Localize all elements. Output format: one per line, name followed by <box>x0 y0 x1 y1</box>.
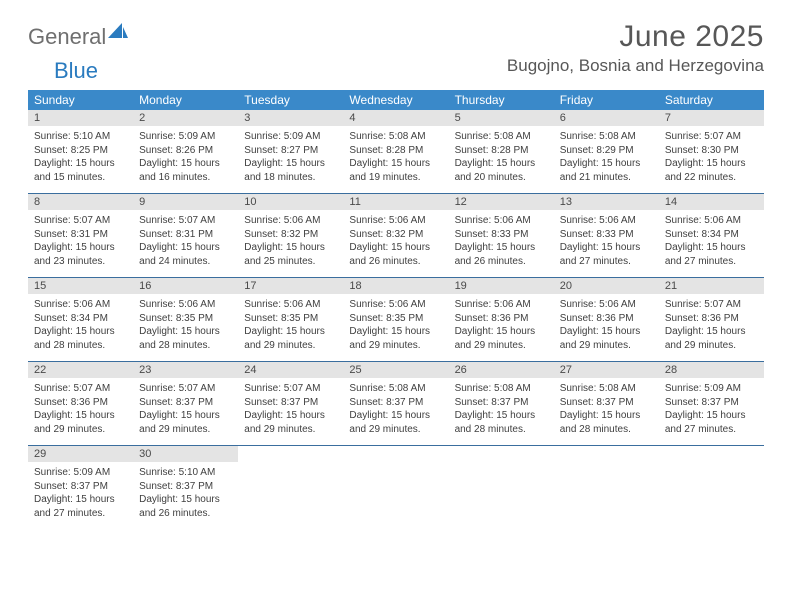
dow-tuesday: Tuesday <box>238 90 343 110</box>
day-number-cell: 5 <box>449 110 554 126</box>
day-content-cell: Sunrise: 5:06 AMSunset: 8:36 PMDaylight:… <box>554 294 659 362</box>
daynum-row: 891011121314 <box>28 194 764 210</box>
calendar-body: 1234567Sunrise: 5:10 AMSunset: 8:25 PMDa… <box>28 110 764 529</box>
month-title: June 2025 <box>507 20 764 54</box>
title-block: June 2025 Bugojno, Bosnia and Herzegovin… <box>507 20 764 76</box>
day-number-cell: 15 <box>28 278 133 294</box>
day-content-cell: Sunrise: 5:06 AMSunset: 8:32 PMDaylight:… <box>238 210 343 278</box>
day-content-cell: Sunrise: 5:09 AMSunset: 8:26 PMDaylight:… <box>133 126 238 194</box>
day-number-cell <box>238 446 343 462</box>
dow-sunday: Sunday <box>28 90 133 110</box>
day-number-cell <box>449 446 554 462</box>
day-number-cell: 10 <box>238 194 343 210</box>
dow-header-row: Sunday Monday Tuesday Wednesday Thursday… <box>28 90 764 110</box>
day-content-cell: Sunrise: 5:09 AMSunset: 8:37 PMDaylight:… <box>659 378 764 446</box>
calendar-page: General June 2025 Bugojno, Bosnia and He… <box>0 0 792 539</box>
day-content-cell: Sunrise: 5:08 AMSunset: 8:28 PMDaylight:… <box>343 126 448 194</box>
daynum-row: 15161718192021 <box>28 278 764 294</box>
day-number-cell: 2 <box>133 110 238 126</box>
day-content-cell: Sunrise: 5:06 AMSunset: 8:34 PMDaylight:… <box>659 210 764 278</box>
day-number-cell: 8 <box>28 194 133 210</box>
day-content-cell: Sunrise: 5:07 AMSunset: 8:30 PMDaylight:… <box>659 126 764 194</box>
day-number-cell: 19 <box>449 278 554 294</box>
day-content-cell: Sunrise: 5:08 AMSunset: 8:37 PMDaylight:… <box>449 378 554 446</box>
day-content-cell: Sunrise: 5:08 AMSunset: 8:29 PMDaylight:… <box>554 126 659 194</box>
day-content-cell: Sunrise: 5:06 AMSunset: 8:35 PMDaylight:… <box>343 294 448 362</box>
day-content-row: Sunrise: 5:07 AMSunset: 8:31 PMDaylight:… <box>28 210 764 278</box>
day-number-cell: 12 <box>449 194 554 210</box>
day-number-cell: 3 <box>238 110 343 126</box>
day-content-cell <box>238 462 343 529</box>
day-number-cell: 24 <box>238 362 343 378</box>
day-number-cell: 7 <box>659 110 764 126</box>
day-content-cell: Sunrise: 5:06 AMSunset: 8:32 PMDaylight:… <box>343 210 448 278</box>
day-content-row: Sunrise: 5:06 AMSunset: 8:34 PMDaylight:… <box>28 294 764 362</box>
dow-friday: Friday <box>554 90 659 110</box>
logo-text-general: General <box>28 24 106 50</box>
day-number-cell: 21 <box>659 278 764 294</box>
day-number-cell: 1 <box>28 110 133 126</box>
day-content-cell: Sunrise: 5:06 AMSunset: 8:35 PMDaylight:… <box>133 294 238 362</box>
day-number-cell: 29 <box>28 446 133 462</box>
day-content-cell: Sunrise: 5:09 AMSunset: 8:37 PMDaylight:… <box>28 462 133 529</box>
calendar-table: Sunday Monday Tuesday Wednesday Thursday… <box>28 90 764 529</box>
dow-thursday: Thursday <box>449 90 554 110</box>
day-content-cell: Sunrise: 5:10 AMSunset: 8:25 PMDaylight:… <box>28 126 133 194</box>
day-number-cell: 30 <box>133 446 238 462</box>
day-content-cell <box>659 462 764 529</box>
day-content-cell: Sunrise: 5:07 AMSunset: 8:31 PMDaylight:… <box>28 210 133 278</box>
day-number-cell: 14 <box>659 194 764 210</box>
day-number-cell: 13 <box>554 194 659 210</box>
day-content-cell: Sunrise: 5:07 AMSunset: 8:31 PMDaylight:… <box>133 210 238 278</box>
day-content-cell: Sunrise: 5:07 AMSunset: 8:37 PMDaylight:… <box>238 378 343 446</box>
day-content-cell: Sunrise: 5:07 AMSunset: 8:37 PMDaylight:… <box>133 378 238 446</box>
day-number-cell <box>659 446 764 462</box>
day-content-cell: Sunrise: 5:09 AMSunset: 8:27 PMDaylight:… <box>238 126 343 194</box>
day-content-cell <box>554 462 659 529</box>
day-content-cell: Sunrise: 5:06 AMSunset: 8:35 PMDaylight:… <box>238 294 343 362</box>
day-content-cell: Sunrise: 5:08 AMSunset: 8:28 PMDaylight:… <box>449 126 554 194</box>
day-content-row: Sunrise: 5:09 AMSunset: 8:37 PMDaylight:… <box>28 462 764 529</box>
logo: General <box>28 24 128 50</box>
day-content-cell <box>449 462 554 529</box>
day-number-cell: 16 <box>133 278 238 294</box>
day-content-cell: Sunrise: 5:06 AMSunset: 8:34 PMDaylight:… <box>28 294 133 362</box>
day-content-cell <box>343 462 448 529</box>
logo-text-blue: Blue <box>54 58 98 84</box>
day-content-cell: Sunrise: 5:06 AMSunset: 8:33 PMDaylight:… <box>449 210 554 278</box>
day-number-cell <box>343 446 448 462</box>
day-number-cell: 18 <box>343 278 448 294</box>
day-number-cell: 6 <box>554 110 659 126</box>
day-number-cell: 23 <box>133 362 238 378</box>
day-number-cell: 9 <box>133 194 238 210</box>
day-content-cell: Sunrise: 5:06 AMSunset: 8:36 PMDaylight:… <box>449 294 554 362</box>
day-content-row: Sunrise: 5:10 AMSunset: 8:25 PMDaylight:… <box>28 126 764 194</box>
day-content-cell: Sunrise: 5:10 AMSunset: 8:37 PMDaylight:… <box>133 462 238 529</box>
day-content-cell: Sunrise: 5:07 AMSunset: 8:36 PMDaylight:… <box>659 294 764 362</box>
day-number-cell: 26 <box>449 362 554 378</box>
day-number-cell: 11 <box>343 194 448 210</box>
day-content-cell: Sunrise: 5:08 AMSunset: 8:37 PMDaylight:… <box>554 378 659 446</box>
day-number-cell: 22 <box>28 362 133 378</box>
location-subtitle: Bugojno, Bosnia and Herzegovina <box>507 56 764 76</box>
day-content-cell: Sunrise: 5:06 AMSunset: 8:33 PMDaylight:… <box>554 210 659 278</box>
day-number-cell: 4 <box>343 110 448 126</box>
day-content-row: Sunrise: 5:07 AMSunset: 8:36 PMDaylight:… <box>28 378 764 446</box>
daynum-row: 2930 <box>28 446 764 462</box>
daynum-row: 1234567 <box>28 110 764 126</box>
day-number-cell: 28 <box>659 362 764 378</box>
day-content-cell: Sunrise: 5:07 AMSunset: 8:36 PMDaylight:… <box>28 378 133 446</box>
dow-monday: Monday <box>133 90 238 110</box>
logo-sail-icon <box>108 23 128 46</box>
dow-wednesday: Wednesday <box>343 90 448 110</box>
day-number-cell <box>554 446 659 462</box>
day-number-cell: 25 <box>343 362 448 378</box>
day-number-cell: 17 <box>238 278 343 294</box>
day-content-cell: Sunrise: 5:08 AMSunset: 8:37 PMDaylight:… <box>343 378 448 446</box>
day-number-cell: 27 <box>554 362 659 378</box>
day-number-cell: 20 <box>554 278 659 294</box>
daynum-row: 22232425262728 <box>28 362 764 378</box>
dow-saturday: Saturday <box>659 90 764 110</box>
